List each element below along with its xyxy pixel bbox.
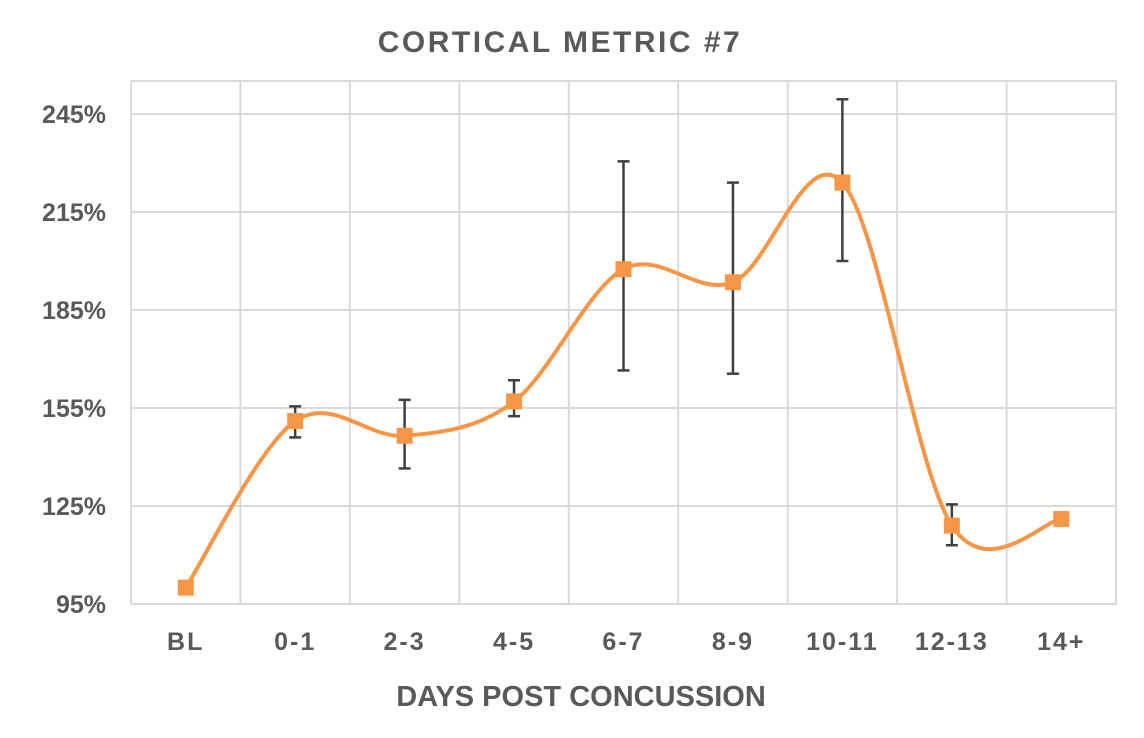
data-point-marker (615, 261, 632, 278)
x-tick-label: 2-3 (384, 628, 426, 656)
x-tick-label: 0-1 (274, 628, 316, 656)
x-tick-label: 10-11 (806, 628, 879, 656)
data-point-marker (724, 274, 741, 291)
x-tick-label: 6-7 (602, 628, 644, 656)
error-bars (289, 98, 958, 547)
x-tick-label: 4-5 (493, 628, 535, 656)
data-point-marker (834, 174, 851, 191)
series-markers (177, 174, 1070, 596)
data-point-marker (177, 579, 194, 596)
data-point-marker (396, 427, 413, 444)
x-tick-label: 14+ (1037, 628, 1085, 656)
y-tick-label: 95% (56, 591, 106, 619)
x-tick-label: 12-13 (915, 628, 989, 656)
series-line (184, 172, 1062, 589)
y-tick-label: 245% (42, 101, 106, 129)
data-point-marker (943, 517, 960, 534)
data-point-marker (506, 393, 523, 410)
y-tick-label: 125% (42, 493, 106, 521)
y-axis-ticks: 95% 125% 155% 185% 215% 245% (42, 101, 106, 619)
x-axis-label: DAYS POST CONCUSSION (396, 681, 766, 713)
data-point-marker (1053, 511, 1070, 528)
x-tick-label: 8-9 (712, 628, 754, 656)
chart-title: CORTICAL METRIC #7 (378, 26, 742, 59)
y-tick-label: 155% (42, 395, 106, 423)
y-tick-label: 185% (42, 297, 106, 325)
data-point-marker (287, 413, 304, 430)
y-tick-label: 215% (42, 199, 106, 227)
x-axis-ticks: BL 0-1 2-3 4-5 6-7 8-9 10-11 12-13 14+ (167, 628, 1085, 656)
x-tick-label: BL (167, 628, 204, 656)
